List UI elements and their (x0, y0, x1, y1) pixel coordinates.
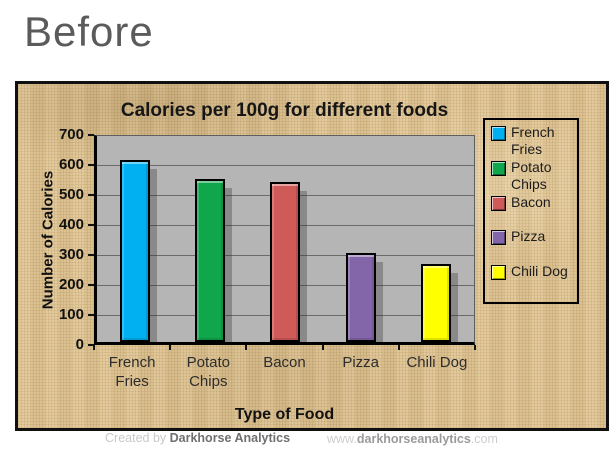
legend-item-pizza: Pizza (491, 228, 575, 263)
x-tick-mark (169, 345, 172, 350)
bar-wrap (119, 160, 157, 342)
y-tick-mark (88, 314, 94, 316)
bar-wrap (421, 264, 459, 342)
bar-bacon (270, 182, 301, 342)
chart-title: Calories per 100g for different foods (120, 100, 449, 121)
legend-item-chili-dog: Chili Dog (491, 263, 575, 298)
bar-french-fries (119, 160, 150, 342)
x-tick-mark (245, 345, 248, 350)
y-tick-mark (88, 164, 94, 166)
x-tick-label-potato-chips: Potato Chips (186, 354, 230, 390)
legend: French Fries Potato Chips Bacon Pizza Chili … (483, 118, 579, 304)
footer-url-suffix: .com (470, 432, 498, 446)
x-tick-label-chili-dog: Chili Dog (406, 354, 468, 371)
bars-layer (97, 136, 474, 342)
bar-wrap (270, 182, 308, 342)
chart-frame: Calories per 100g for different foods Nu… (15, 81, 609, 431)
footer-url-brand: darkhorseanalytics (356, 432, 471, 446)
x-tick-label-bacon: Bacon (263, 354, 306, 371)
y-tick-label-500: 500 (58, 186, 84, 203)
legend-swatch-bacon (491, 195, 506, 211)
legend-label: Bacon (511, 193, 551, 210)
x-tick-mark (93, 345, 95, 350)
legend-swatch-french-fries (491, 126, 506, 141)
bar-slot-pizza (323, 136, 398, 342)
plot-area (94, 135, 475, 345)
x-axis-title: Type of Food (234, 406, 335, 423)
x-tick-mark (397, 345, 400, 350)
bar-slot-potato-chips (172, 136, 247, 342)
bar-wrap (195, 179, 233, 342)
page-title: Before (24, 8, 154, 55)
x-tick-label-pizza: Pizza (342, 354, 380, 371)
x-tick-mark (321, 345, 324, 350)
y-tick-mark (88, 224, 94, 226)
legend-item-bacon: Bacon (491, 194, 575, 229)
footer-credit-prefix: Created by (105, 431, 170, 445)
x-tick-mark (474, 345, 476, 350)
legend-label: Potato Chips (511, 158, 552, 192)
y-tick-mark (88, 134, 94, 136)
footer-credit: Created by Darkhorse Analytics (105, 431, 290, 445)
legend-swatch-potato-chips (491, 160, 506, 176)
y-tick-label-0: 0 (75, 336, 84, 353)
y-tick-mark (88, 254, 94, 256)
legend-label: Pizza (511, 228, 546, 245)
x-tick-label-french-fries: French Fries (108, 354, 156, 390)
legend-item-potato-chips: Potato Chips (491, 159, 575, 194)
bar-slot-bacon (248, 136, 323, 342)
y-tick-label-400: 400 (58, 216, 84, 233)
bar-potato-chips (195, 179, 226, 342)
bar-pizza (345, 253, 376, 342)
legend-label: Chili Dog (511, 263, 568, 280)
footer-credit-brand: Darkhorse Analytics (169, 431, 291, 445)
footer-url: www.darkhorseanalytics.com (327, 432, 498, 446)
y-tick-label-100: 100 (58, 306, 84, 323)
y-tick-label-700: 700 (58, 126, 84, 143)
y-tick-mark (88, 284, 94, 286)
y-tick-mark (88, 344, 94, 346)
legend-swatch-chili-dog (491, 265, 506, 281)
bar-slot-chili-dog (399, 136, 474, 342)
bar-chili-dog (421, 264, 452, 342)
y-tick-label-600: 600 (58, 156, 84, 173)
bar-wrap (345, 253, 383, 342)
legend-label: French Fries (511, 124, 555, 157)
y-tick-mark (88, 194, 94, 196)
legend-swatch-pizza (491, 230, 506, 246)
footer-url-prefix: www. (327, 432, 357, 446)
bar-slot-french-fries (97, 136, 172, 342)
y-tick-label-200: 200 (58, 276, 84, 293)
legend-item-french-fries: French Fries (491, 124, 575, 159)
y-tick-label-300: 300 (58, 246, 84, 263)
